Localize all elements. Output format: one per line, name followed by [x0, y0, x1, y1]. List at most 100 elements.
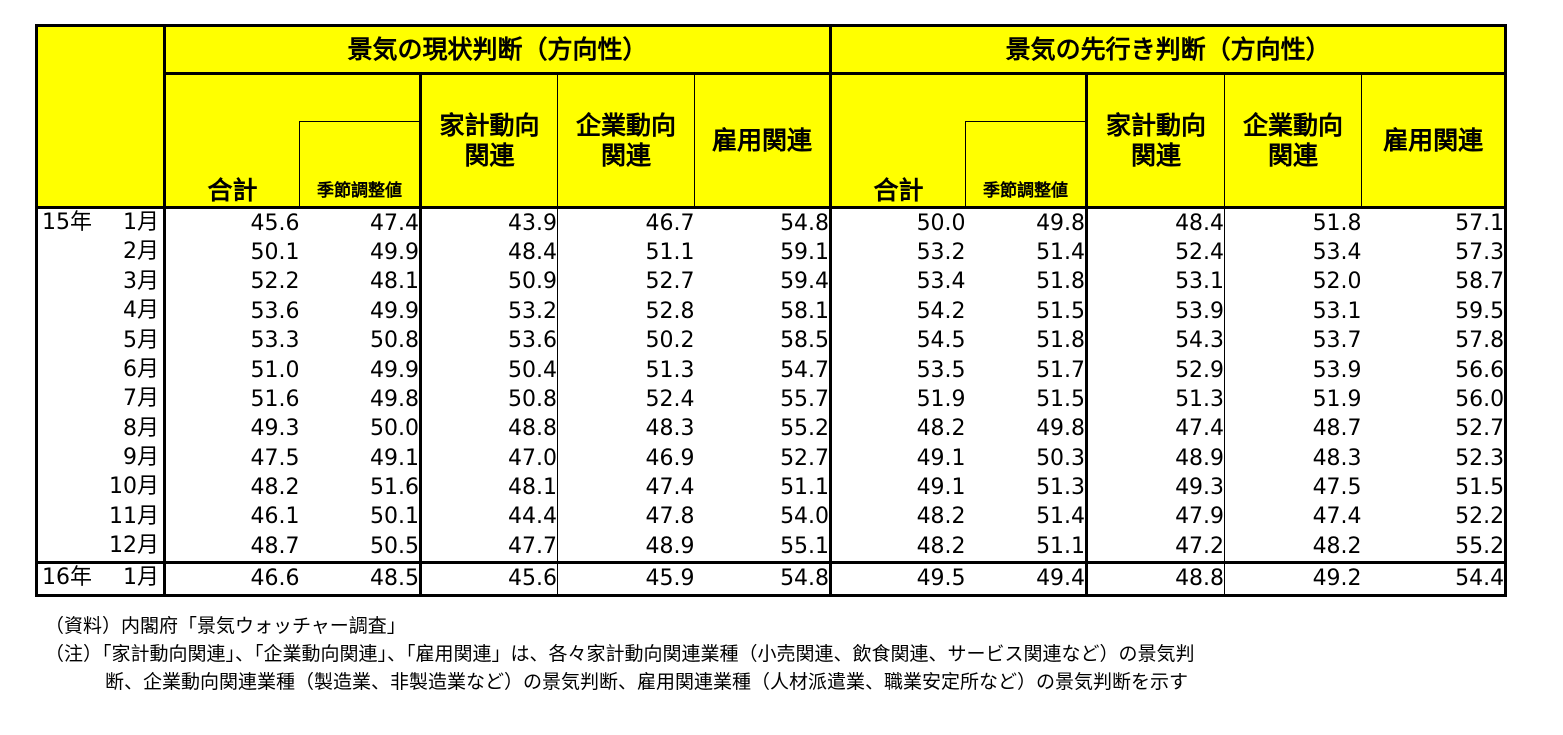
table-cell: 51.3 — [1175, 386, 1225, 412]
col-header-future-total: 合計 — [830, 73, 966, 209]
table-cell: 53.9 — [1224, 355, 1362, 386]
table-cell: 52.2 — [250, 269, 300, 295]
table-cell: 51.8 — [965, 267, 1089, 298]
table-row: 6月 51.0 49.9 50.4 51.3 54.7 53.5 51.7 52.9 53.9 56… — [35, 355, 1508, 386]
table-cell: 51.5 — [965, 385, 1089, 415]
table-cell: 51.3 — [965, 473, 1089, 503]
table-cell: 56.0 — [1361, 385, 1508, 415]
table-cell: 53.1 — [1224, 297, 1362, 327]
table-cell: 54.8 — [694, 207, 833, 239]
table-cell: 51.6 — [299, 473, 422, 503]
definition-note-line1: （注）「家計動向関連」、「企業動向関連」、「雇用関連」は、各々家計動向関連業種（… — [45, 643, 1195, 665]
table-cell: 47.8 — [557, 502, 695, 533]
table-row: 12月 48.7 50.5 47.7 48.9 55.1 48.2 51.1 47.2 48.2 5… — [35, 532, 1508, 565]
table-cell: 48.5 — [299, 562, 422, 597]
table-cell: 50.8 — [508, 386, 557, 412]
table-cell: 53.3 — [250, 328, 300, 354]
table-body: 15年 1月 45.6 47.4 43.9 46.7 54.8 50.0 49.8 48.4 51.… — [35, 207, 1508, 597]
table-cell: 47.2 — [1086, 532, 1225, 565]
table-cell: 47.5 — [250, 445, 300, 471]
group-header-future: 景気の先行き判断（方向性） — [830, 24, 1508, 75]
table-row: 8月 49.3 50.0 48.8 48.3 55.2 48.2 49.8 47.4 48.7 52… — [35, 414, 1508, 444]
table-cell: 48.2 — [916, 416, 966, 442]
col-header-future-seasonal-gap — [965, 73, 1089, 122]
table-cell: 52.7 — [694, 443, 833, 474]
table-cell: 44.4 — [508, 504, 557, 530]
table-cell: 49.1 — [916, 474, 966, 500]
table-cell: 48.8 — [508, 416, 557, 442]
table-cell: 48.9 — [557, 532, 695, 565]
table-cell: 54.4 — [1361, 562, 1508, 597]
table-cell: 51.8 — [965, 326, 1089, 356]
table-row: 9月 47.5 49.1 47.0 46.9 52.7 49.1 50.3 48.9 48.3 52… — [35, 443, 1508, 474]
table-row: 5月 53.3 50.8 53.6 50.2 58.5 54.5 51.8 54.3 53.7 57… — [35, 326, 1508, 356]
table-cell: 49.2 — [1224, 562, 1362, 597]
col-header-future-employment: 雇用関連 — [1361, 73, 1508, 209]
table-row: 3月 52.2 48.1 50.9 52.7 59.4 53.4 51.8 53.1 52.0 58… — [35, 267, 1508, 298]
table-cell: 52.7 — [1361, 414, 1508, 444]
table-cell: 51.9 — [1224, 385, 1362, 415]
table-cell: 46.9 — [557, 443, 695, 474]
table-cell: 48.9 — [1175, 445, 1225, 471]
economy-watchers-table: 景気の現状判断（方向性） 景気の先行き判断（方向性） 合計 家計動向 関連 企業動… — [35, 24, 1508, 597]
table-cell: 50.8 — [299, 326, 422, 356]
row-label: 7月 — [35, 385, 166, 415]
table-cell: 46.6 — [164, 562, 300, 597]
row-month: 12月 — [109, 533, 159, 559]
table-cell: 48.4 — [1175, 210, 1225, 236]
table-cell: 53.4 — [1224, 238, 1362, 268]
table-row: 15年 1月 45.6 47.4 43.9 46.7 54.8 50.0 49.8 48.4 51.… — [35, 207, 1508, 239]
table-cell: 49.8 — [299, 385, 422, 415]
table-cell: 47.4 — [1175, 416, 1225, 442]
table-cell: 52.2 — [1361, 502, 1508, 533]
table-cell: 56.6 — [1361, 355, 1508, 386]
table-cell: 47.9 — [1175, 504, 1225, 530]
table-cell: 53.6 — [250, 298, 300, 324]
row-month: 10月 — [109, 474, 159, 500]
table-cell: 53.5 — [916, 357, 966, 383]
row-month: 7月 — [123, 386, 159, 412]
table-cell: 52.9 — [1175, 357, 1225, 383]
row-month: 2月 — [123, 239, 159, 265]
table-cell: 52.0 — [1224, 267, 1362, 298]
row-month: 4月 — [123, 298, 159, 324]
col-header-future-corporate: 企業動向 関連 — [1224, 73, 1362, 209]
row-label: 16年 1月 — [35, 562, 166, 597]
table-cell: 53.4 — [916, 269, 966, 295]
table-cell: 50.3 — [965, 443, 1089, 474]
row-label: 8月 — [35, 414, 166, 444]
table-cell: 48.1 — [299, 267, 422, 298]
definition-note-line2: 断、企業動向関連業種（製造業、非製造業など）の景気判断、雇用関連業種（人材派遣業… — [105, 671, 1189, 693]
table-cell: 47.4 — [1224, 502, 1362, 533]
table-cell: 48.2 — [1224, 532, 1362, 565]
row-month: 8月 — [123, 415, 159, 441]
table-row: 10月 48.2 51.6 48.1 47.4 51.1 49.1 51.3 49.3 47.5 5… — [35, 473, 1508, 503]
table-cell: 51.4 — [965, 502, 1089, 533]
table-cell: 50.0 — [916, 210, 966, 236]
row-label: 4月 — [35, 297, 166, 327]
table-cell: 49.9 — [299, 297, 422, 327]
table-cell: 59.4 — [694, 267, 833, 298]
row-label: 3月 — [35, 267, 166, 298]
table-cell: 53.2 — [508, 298, 557, 324]
row-label: 6月 — [35, 355, 166, 386]
table-cell: 47.7 — [420, 532, 558, 565]
col-header-current-employment: 雇用関連 — [693, 73, 833, 209]
table-cell: 54.7 — [694, 355, 833, 386]
table-row: 7月 51.6 49.8 50.8 52.4 55.7 51.9 51.5 51.3 51.9 56… — [35, 385, 1508, 415]
table-cell: 48.3 — [557, 414, 695, 444]
table-row: 11月 46.1 50.1 44.4 47.8 54.0 48.2 51.4 47.9 47.4 5… — [35, 502, 1508, 533]
table-cell: 53.7 — [1224, 326, 1362, 356]
table-cell: 51.4 — [965, 238, 1089, 268]
row-month: 5月 — [123, 327, 159, 353]
table-cell: 47.4 — [299, 207, 422, 239]
table-cell: 49.8 — [965, 207, 1089, 239]
table-cell: 48.2 — [916, 504, 966, 530]
table-cell: 45.6 — [250, 210, 300, 236]
table-cell: 55.2 — [694, 414, 833, 444]
col-header-current-seasonal: 季節調整値 — [299, 121, 422, 209]
table-cell: 50.2 — [557, 326, 695, 356]
row-month: 6月 — [123, 356, 159, 382]
table-cell: 46.7 — [557, 207, 695, 239]
col-header-current-corporate: 企業動向 関連 — [557, 73, 695, 209]
